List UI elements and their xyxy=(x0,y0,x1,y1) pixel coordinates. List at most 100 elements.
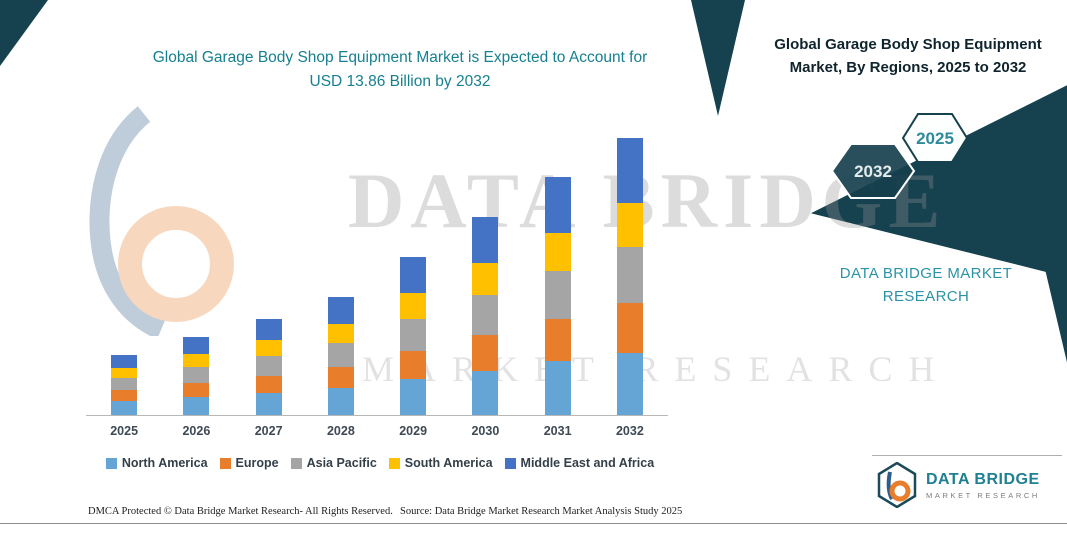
legend-swatch xyxy=(388,457,400,469)
legend-label: North America xyxy=(121,456,208,470)
x-tick-2029: 2029 xyxy=(399,424,428,438)
segment-middle-east-and-africa xyxy=(255,319,282,340)
legend-label: South America xyxy=(404,456,493,470)
brand-subname: MARKET RESEARCH xyxy=(926,490,1040,500)
segment-south-america xyxy=(400,293,427,319)
legend-item-north-america: North America xyxy=(105,456,208,470)
x-tick-2032: 2032 xyxy=(615,424,644,438)
bar-slot-2028 xyxy=(305,297,377,415)
stacked-bar-2028 xyxy=(327,297,354,415)
segment-asia-pacific xyxy=(111,378,138,390)
stacked-bar-2029 xyxy=(400,257,427,415)
segment-middle-east-and-africa xyxy=(183,337,210,354)
segment-middle-east-and-africa xyxy=(616,137,643,203)
footer-dmca-text: DMCA Protected © Data Bridge Market Rese… xyxy=(88,506,393,517)
stacked-bar-2027 xyxy=(255,319,282,415)
segment-north-america xyxy=(544,361,571,415)
segment-south-america xyxy=(544,233,571,271)
legend-label: Europe xyxy=(235,456,279,470)
hexagon-2032-shape xyxy=(830,143,916,199)
hexagon-2032-badge: 2032 xyxy=(830,143,916,199)
bar-slot-2032 xyxy=(594,137,666,415)
segment-europe xyxy=(616,303,643,353)
segment-north-america xyxy=(472,371,499,415)
stacked-bar-2032 xyxy=(616,137,643,415)
legend-swatch xyxy=(504,457,516,469)
x-tick-2026: 2026 xyxy=(182,424,211,438)
x-tick-2030: 2030 xyxy=(471,424,500,438)
side-brand-text: DATA BRIDGE MARKET RESEARCH xyxy=(839,265,1013,306)
segment-north-america xyxy=(616,353,643,415)
chart-legend: North America Europe Asia Pacific South Ame… xyxy=(55,456,705,470)
segment-asia-pacific xyxy=(616,247,643,303)
x-tick-2028: 2028 xyxy=(326,424,355,438)
x-tick-2027: 2027 xyxy=(254,424,283,438)
segment-south-america xyxy=(327,324,354,343)
segment-north-america xyxy=(183,397,210,415)
bar-slot-2030 xyxy=(449,217,521,415)
watermark-logo-icon xyxy=(89,106,234,336)
segment-middle-east-and-africa xyxy=(472,217,499,263)
segment-south-america xyxy=(616,203,643,247)
segment-south-america xyxy=(255,340,282,356)
segment-north-america xyxy=(255,393,282,415)
segment-asia-pacific xyxy=(327,343,354,367)
segment-south-america xyxy=(183,354,210,367)
segment-north-america xyxy=(111,401,138,415)
segment-asia-pacific xyxy=(544,271,571,319)
legend-swatch xyxy=(219,457,231,469)
segment-asia-pacific xyxy=(472,295,499,335)
stacked-bar-2031 xyxy=(544,177,571,415)
watermark-text-2: MARKET RESEARCH xyxy=(362,349,951,389)
legend-label: Middle East and Africa xyxy=(520,456,655,470)
legend-item-europe: Europe xyxy=(219,456,279,470)
segment-europe xyxy=(327,367,354,388)
segment-north-america xyxy=(400,379,427,415)
segment-europe xyxy=(255,376,282,393)
stacked-bar-chart xyxy=(88,120,666,415)
segment-asia-pacific xyxy=(255,356,282,376)
bar-slot-2026 xyxy=(160,337,232,415)
legend-item-south-america: South America xyxy=(388,456,493,470)
bar-slot-2031 xyxy=(522,177,594,415)
chart-title-line2: USD 13.86 Billion by 2032 xyxy=(309,73,491,91)
segment-europe xyxy=(400,351,427,379)
segment-europe xyxy=(472,335,499,371)
segment-asia-pacific xyxy=(183,367,210,383)
segment-middle-east-and-africa xyxy=(111,355,138,368)
hexagon-2032-label: 2032 xyxy=(854,162,892,181)
footer-source-text: Source: Data Bridge Market Research Mark… xyxy=(400,506,683,517)
brand-hexagon-logo-icon xyxy=(877,462,917,508)
bar-slot-2027 xyxy=(233,319,305,415)
corner-triangle-decoration xyxy=(0,0,48,66)
legend-swatch xyxy=(290,457,302,469)
footer-bottom-line xyxy=(0,523,1067,524)
segment-middle-east-and-africa xyxy=(544,177,571,233)
right-header: Global Garage Body Shop Equipment Market… xyxy=(752,34,1064,79)
bar-slot-2025 xyxy=(88,355,160,415)
brand-logo-block: DATA BRIDGE MARKET RESEARCH xyxy=(876,462,1040,508)
brand-name: DATA BRIDGE xyxy=(926,470,1040,488)
segment-north-america xyxy=(327,388,354,415)
x-tick-2025: 2025 xyxy=(110,424,139,438)
segment-asia-pacific xyxy=(400,319,427,351)
segment-europe xyxy=(544,319,571,361)
right-header-line1: Global Garage Body Shop Equipment xyxy=(774,36,1042,53)
right-header-line2: Market, By Regions, 2025 to 2032 xyxy=(789,58,1027,76)
x-axis-labels: 2025 2026 2027 2028 2029 2030 2031 2032 xyxy=(88,424,666,438)
chart-title: Global Garage Body Shop Equipment Market… xyxy=(140,46,660,94)
segment-south-america xyxy=(472,263,499,295)
segment-europe xyxy=(111,390,138,401)
legend-swatch xyxy=(105,457,117,469)
segment-middle-east-and-africa xyxy=(327,297,354,324)
legend-label: Asia Pacific xyxy=(306,456,377,470)
top-wedge-decoration xyxy=(691,0,745,116)
x-axis-line xyxy=(86,415,668,416)
stacked-bar-2030 xyxy=(472,217,499,415)
hexagon-2025-badge: 2025 xyxy=(901,113,969,163)
segment-middle-east-and-africa xyxy=(400,257,427,293)
chart-title-line1: Global Garage Body Shop Equipment Market… xyxy=(152,49,648,66)
hexagon-2025-shape xyxy=(901,113,969,163)
legend-item-middle-east-and-africa: Middle East and Africa xyxy=(504,456,655,470)
segment-south-america xyxy=(111,368,138,378)
